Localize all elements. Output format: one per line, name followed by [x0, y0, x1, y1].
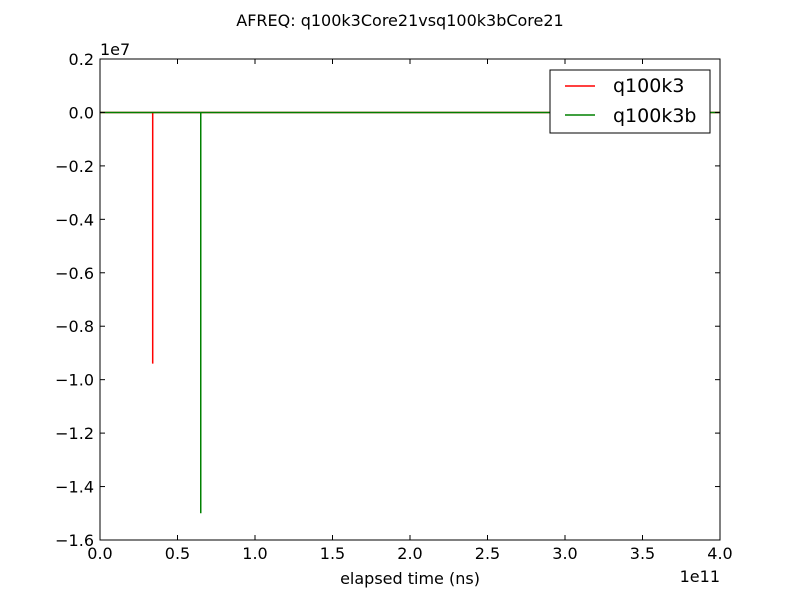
- x-tick-label: 2.0: [397, 544, 422, 563]
- y-tick-label: −0.2: [55, 157, 94, 176]
- x-tick-label: 0.0: [87, 544, 112, 563]
- y-axis: 0.2 0.0 −0.2 −0.4 −0.6 −0.8 −1.0 −1.2 −1.4 −1.6: [55, 50, 720, 550]
- x-tick-label: 2.5: [475, 544, 500, 563]
- y-tick-label: −0.6: [55, 264, 94, 283]
- y-tick-label: −0.4: [55, 210, 94, 229]
- y-tick-label: −1.0: [55, 371, 94, 390]
- y-tick-label: −0.8: [55, 317, 94, 336]
- x-axis-label: elapsed time (ns): [340, 569, 480, 588]
- legend-label-q100k3b: q100k3b: [613, 105, 696, 127]
- series-layer: [100, 111, 720, 514]
- legend-label-q100k3: q100k3: [613, 75, 684, 97]
- legend-box: [549, 69, 711, 134]
- x-tick-label: 0.5: [165, 544, 190, 563]
- x-tick-label: 4.0: [707, 544, 732, 563]
- x-tick-label: 1.5: [320, 544, 345, 563]
- series-line-q100k3b: [100, 111, 720, 514]
- x-axis: 0.0 0.5 1.0 1.5 2.0 2.5 3.0 3.5 4.0: [87, 59, 733, 563]
- y-tick-label: −1.2: [55, 424, 94, 443]
- x-tick-label: 3.0: [552, 544, 577, 563]
- y-exponent-label: 1e7: [100, 40, 130, 59]
- x-tick-label: 1.0: [242, 544, 267, 563]
- x-exponent-label: 1e11: [680, 567, 720, 586]
- legend: q100k3 q100k3b: [549, 69, 711, 134]
- y-tick-label: −1.4: [55, 478, 94, 497]
- y-tick-label: 0.2: [69, 50, 94, 69]
- y-tick-label: 0.0: [69, 103, 94, 122]
- y-tick-label: −1.6: [55, 531, 94, 550]
- chart-title: AFREQ: q100k3Core21vsq100k3bCore21: [236, 11, 563, 30]
- x-tick-label: 3.5: [630, 544, 655, 563]
